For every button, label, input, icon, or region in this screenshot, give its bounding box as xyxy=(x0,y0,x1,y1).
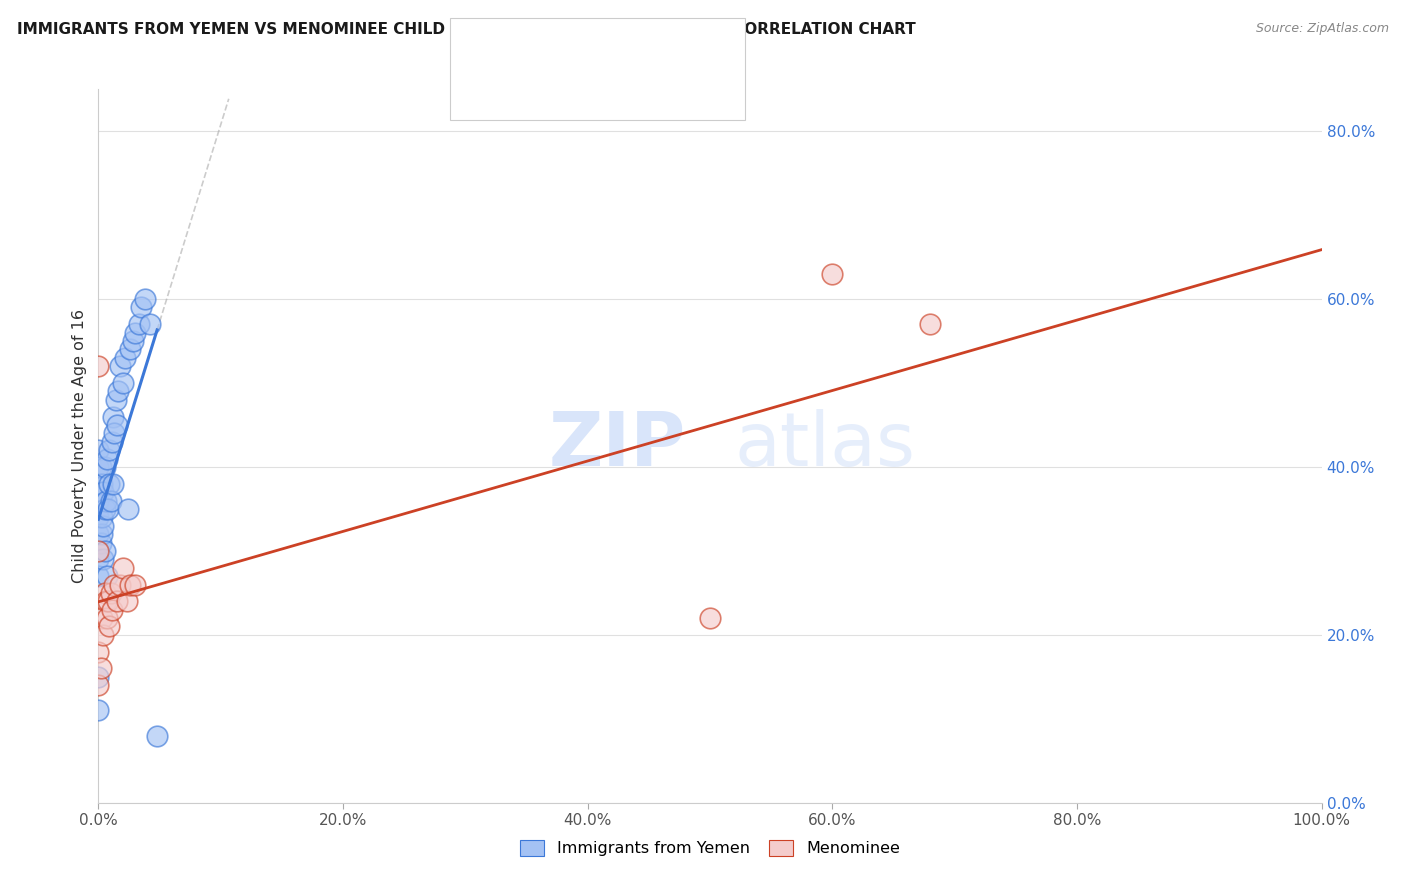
Point xyxy=(97,594,120,608)
Point xyxy=(96,611,118,625)
Point xyxy=(117,502,139,516)
Point xyxy=(87,527,110,541)
Point xyxy=(90,460,112,475)
Point xyxy=(87,460,110,475)
Point xyxy=(107,384,129,399)
Point xyxy=(87,544,110,558)
Point xyxy=(90,661,112,675)
Point xyxy=(124,326,146,340)
Point xyxy=(111,376,134,390)
Text: R = 0.506   N = 47: R = 0.506 N = 47 xyxy=(506,39,671,57)
Legend: Immigrants from Yemen, Menominee: Immigrants from Yemen, Menominee xyxy=(513,833,907,863)
Text: IMMIGRANTS FROM YEMEN VS MENOMINEE CHILD POVERTY UNDER THE AGE OF 16 CORRELATION: IMMIGRANTS FROM YEMEN VS MENOMINEE CHILD… xyxy=(17,22,915,37)
Point xyxy=(87,359,110,374)
Point xyxy=(98,619,121,633)
Text: atlas: atlas xyxy=(734,409,915,483)
Point xyxy=(87,476,110,491)
Point xyxy=(94,493,117,508)
Point xyxy=(87,552,110,566)
Point xyxy=(98,443,121,458)
Point xyxy=(103,577,125,591)
Point xyxy=(93,502,115,516)
Point xyxy=(93,544,115,558)
Point xyxy=(87,645,110,659)
Point xyxy=(91,611,114,625)
Point xyxy=(96,451,118,466)
Point xyxy=(90,535,112,549)
Point xyxy=(105,417,128,432)
Point xyxy=(91,476,114,491)
Point xyxy=(91,510,114,524)
Point xyxy=(87,569,110,583)
Point xyxy=(87,703,110,717)
Point xyxy=(104,392,127,407)
Point xyxy=(100,493,122,508)
Point xyxy=(121,334,143,348)
Point xyxy=(96,569,118,583)
Point xyxy=(120,343,142,357)
Point xyxy=(101,434,124,449)
Point xyxy=(101,476,124,491)
Point xyxy=(91,518,114,533)
Text: ZIP: ZIP xyxy=(548,409,686,483)
Point xyxy=(128,318,150,332)
Point xyxy=(87,678,110,692)
Text: R = 0.427   N = 24: R = 0.427 N = 24 xyxy=(506,87,671,106)
Point xyxy=(120,577,142,591)
Point xyxy=(146,729,169,743)
Point xyxy=(110,359,132,374)
Point xyxy=(821,267,844,281)
Point xyxy=(920,318,942,332)
Point xyxy=(101,409,124,424)
Point xyxy=(93,586,115,600)
Point xyxy=(93,460,115,475)
Point xyxy=(98,476,121,491)
Point xyxy=(91,485,114,500)
Y-axis label: Child Poverty Under the Age of 16: Child Poverty Under the Age of 16 xyxy=(72,309,87,583)
Point xyxy=(97,502,120,516)
Point xyxy=(87,670,110,684)
Point xyxy=(110,577,132,591)
Point xyxy=(87,443,110,458)
Point xyxy=(114,351,136,365)
Point xyxy=(699,611,721,625)
Point xyxy=(124,577,146,591)
Point xyxy=(115,594,138,608)
Point xyxy=(111,560,134,574)
Point xyxy=(87,510,110,524)
Point xyxy=(87,493,110,508)
Point xyxy=(103,426,125,441)
Point xyxy=(105,594,128,608)
Point xyxy=(101,603,124,617)
Point xyxy=(134,292,156,306)
Point xyxy=(91,527,114,541)
Point xyxy=(91,552,114,566)
Text: Source: ZipAtlas.com: Source: ZipAtlas.com xyxy=(1256,22,1389,36)
Point xyxy=(91,628,114,642)
Point xyxy=(139,318,162,332)
Point xyxy=(94,594,117,608)
Point xyxy=(129,301,152,315)
Point xyxy=(100,586,122,600)
